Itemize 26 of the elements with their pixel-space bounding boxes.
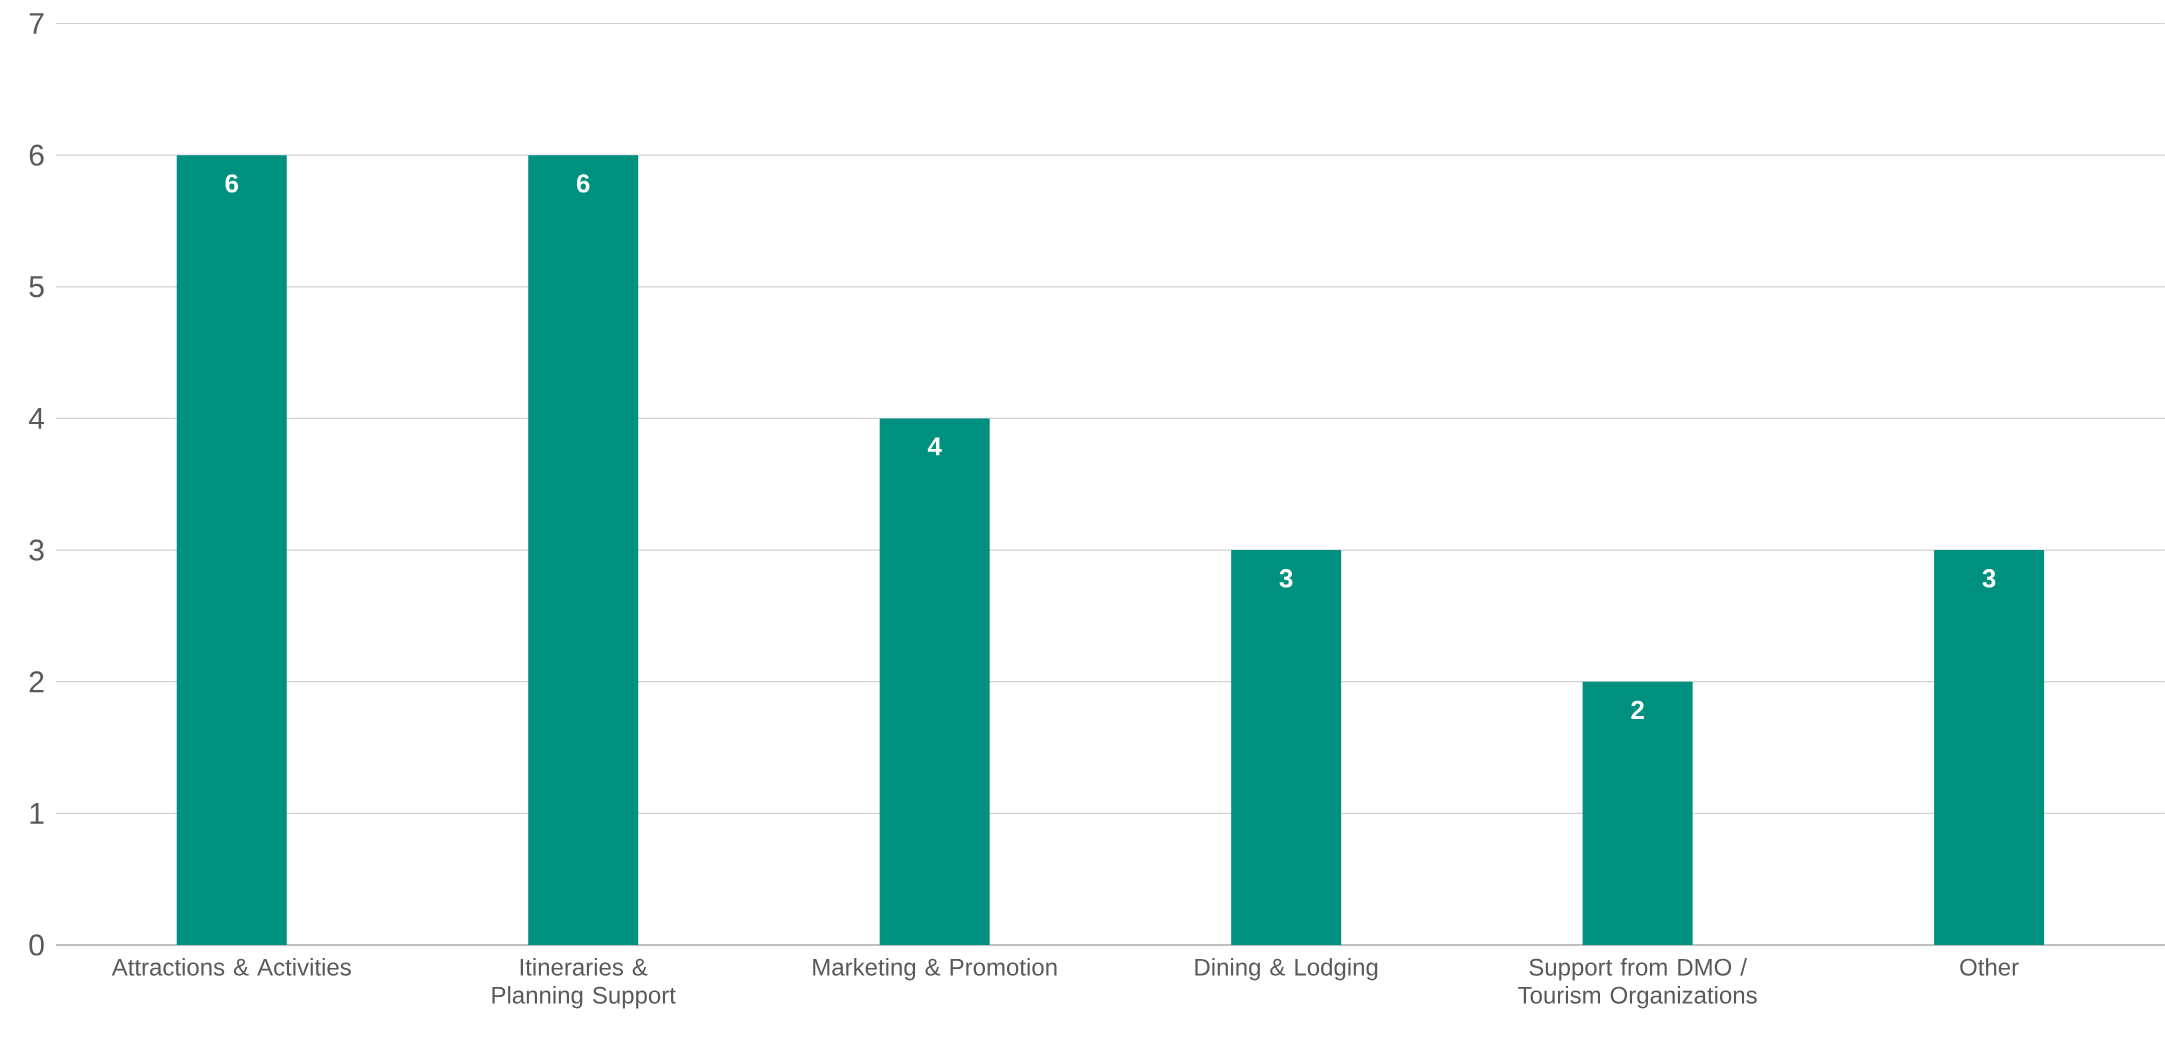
x-tick-label: Support from DMO / Tourism Organizations bbox=[1518, 958, 1757, 1009]
x-tick-label: Other bbox=[1960, 958, 2019, 976]
bar bbox=[1934, 550, 2045, 945]
data-label: 4 bbox=[927, 437, 942, 456]
y-tick-label: 4 bbox=[28, 408, 45, 429]
y-tick-label: 3 bbox=[29, 539, 44, 561]
data-label: 2 bbox=[1631, 700, 1644, 719]
y-tick-label: 5 bbox=[29, 276, 44, 298]
bar bbox=[528, 155, 639, 945]
x-tick-label: Attractions & Activities bbox=[111, 958, 351, 976]
y-tick-label: 6 bbox=[29, 144, 44, 166]
data-label: 6 bbox=[576, 174, 590, 193]
y-tick-label: 0 bbox=[29, 934, 44, 956]
bar bbox=[879, 418, 990, 945]
x-tick-label: Dining & Lodging bbox=[1195, 958, 1378, 981]
bar bbox=[1582, 681, 1693, 945]
y-tick-label: 1 bbox=[30, 803, 44, 824]
bar bbox=[176, 155, 287, 945]
data-label: 6 bbox=[225, 174, 239, 193]
x-tick-label: Itineraries & Planning Support bbox=[492, 958, 676, 1009]
y-tick-label: 7 bbox=[29, 13, 44, 34]
bar bbox=[1231, 550, 1342, 945]
data-label: 3 bbox=[1279, 569, 1293, 588]
x-tick-label: Marketing & Promotion bbox=[813, 958, 1057, 981]
data-label: 3 bbox=[1982, 569, 1996, 588]
y-tick-label: 2 bbox=[29, 671, 44, 693]
